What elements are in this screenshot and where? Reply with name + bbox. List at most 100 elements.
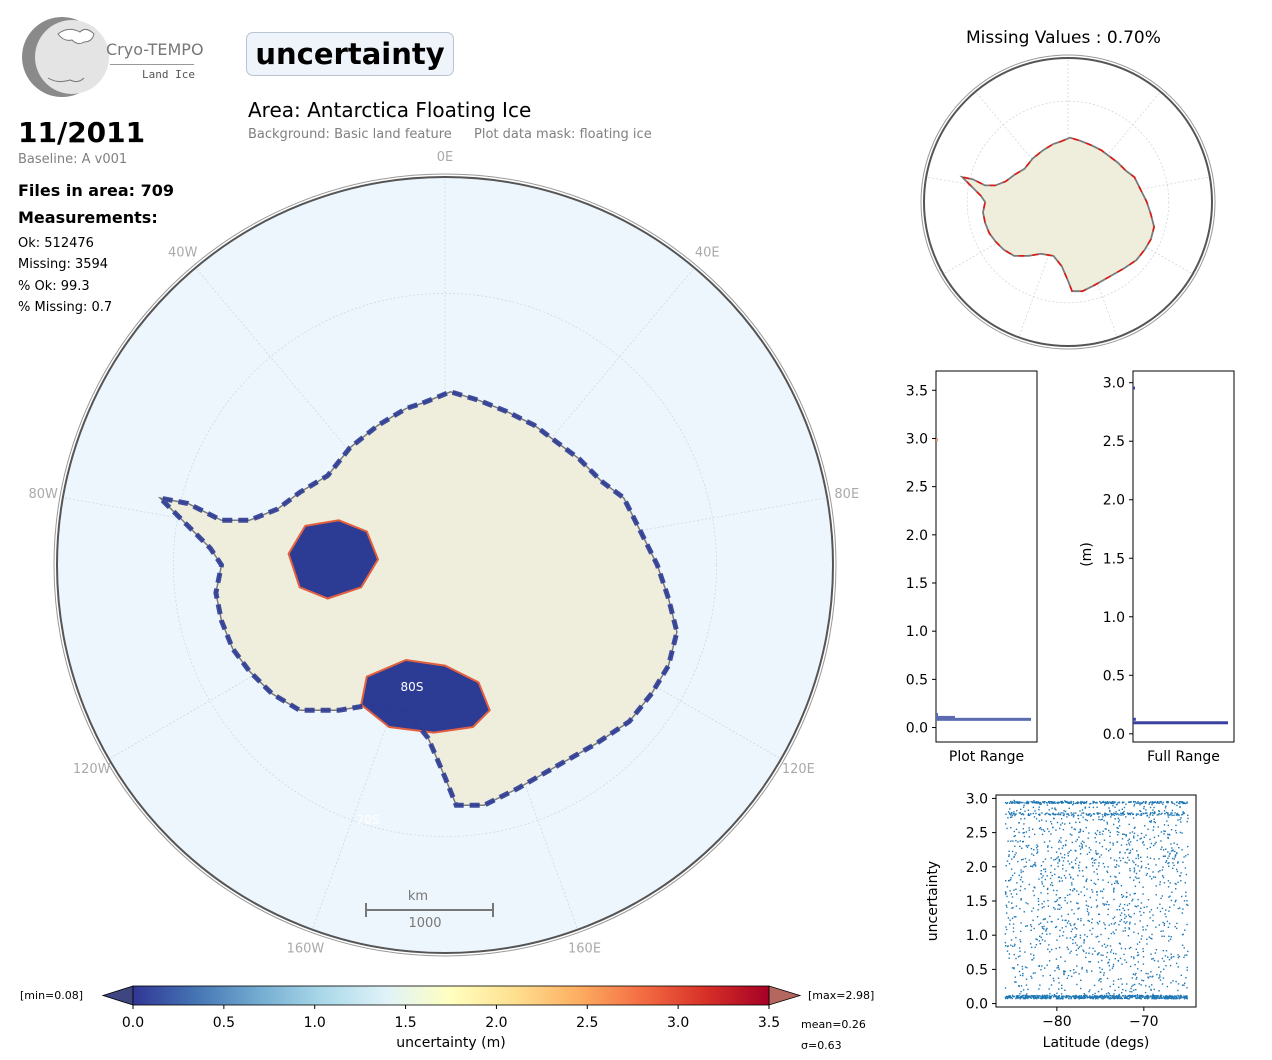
scatter-point bbox=[1086, 878, 1088, 880]
scatter-point bbox=[1129, 852, 1131, 854]
scatter-point bbox=[1183, 984, 1185, 986]
scatter-point bbox=[1018, 822, 1020, 824]
scatter-point bbox=[1072, 942, 1074, 945]
scatter-point bbox=[1071, 866, 1073, 869]
scatter-point bbox=[1121, 983, 1123, 985]
main-map: 0E40E80E120E160E160W120W80W40W80S70Skm10… bbox=[28, 150, 859, 957]
scatter-point bbox=[1147, 863, 1149, 865]
hist-ytick-label: 0.5 bbox=[1103, 668, 1125, 684]
scatter-point bbox=[1176, 852, 1178, 855]
scatter-point bbox=[1020, 818, 1022, 820]
scatter-point bbox=[1019, 801, 1022, 803]
scatter-point bbox=[1167, 857, 1169, 859]
scatter-point bbox=[1102, 830, 1104, 832]
scatter-point bbox=[1167, 880, 1170, 882]
scatter-point bbox=[1078, 845, 1081, 847]
stat-missing: Missing: 3594 bbox=[18, 257, 109, 272]
scatter-point bbox=[1098, 913, 1100, 915]
scatter-point bbox=[1108, 829, 1110, 832]
scatter-point bbox=[1011, 917, 1014, 920]
scatter-point bbox=[1008, 901, 1010, 903]
scatter-point bbox=[1018, 996, 1021, 999]
scatter-point bbox=[1158, 990, 1160, 992]
scatter-point bbox=[1107, 961, 1110, 963]
scatter-point bbox=[1066, 894, 1069, 896]
scatter-point bbox=[1087, 905, 1089, 907]
hist-xlabel: Plot Range bbox=[949, 749, 1024, 765]
scatter-point bbox=[1088, 806, 1090, 808]
scatter-point bbox=[1052, 826, 1054, 829]
scatter-point bbox=[1066, 977, 1068, 979]
scatter-point bbox=[1159, 801, 1161, 803]
scatter-point bbox=[1153, 996, 1155, 998]
scatter-point bbox=[1009, 879, 1012, 881]
scatter-point bbox=[1173, 996, 1175, 998]
scatter-point bbox=[1053, 859, 1055, 861]
lon-label: 160W bbox=[287, 941, 325, 956]
scatter-point bbox=[1135, 813, 1138, 815]
scatter-point bbox=[1020, 899, 1022, 901]
scatter-point bbox=[1125, 989, 1127, 992]
scatter-point bbox=[1068, 814, 1070, 817]
scatter-point bbox=[1179, 996, 1181, 999]
scatter-point bbox=[1025, 902, 1027, 904]
scatter-point bbox=[1051, 884, 1054, 887]
scatter-ytick-label: 1.5 bbox=[966, 894, 988, 910]
scatter-point bbox=[1163, 960, 1165, 962]
scatter-point bbox=[1144, 802, 1147, 804]
scatter-point bbox=[1109, 809, 1111, 812]
scatter-point bbox=[1128, 927, 1130, 929]
scatter-point bbox=[1176, 995, 1178, 997]
scatter-point bbox=[1128, 844, 1131, 846]
scatter-point bbox=[1096, 873, 1098, 875]
hist-xlabel: Full Range bbox=[1147, 749, 1220, 765]
scatter-point bbox=[1067, 974, 1070, 977]
scatter-point bbox=[1061, 987, 1063, 989]
scatter-point bbox=[1179, 802, 1181, 805]
scatter-point bbox=[1140, 938, 1142, 940]
scatter-point bbox=[1142, 995, 1144, 997]
scatter-point bbox=[1038, 813, 1040, 816]
scatter-point bbox=[1096, 891, 1098, 893]
scatter-point bbox=[1093, 859, 1095, 861]
scatter-point bbox=[1081, 801, 1083, 803]
scatter-point bbox=[1168, 910, 1170, 912]
scatter-point bbox=[1161, 812, 1163, 814]
scatter-point bbox=[1031, 946, 1033, 949]
scatter-point bbox=[1178, 814, 1180, 817]
scatter-point bbox=[1035, 818, 1038, 820]
scatter-point bbox=[1050, 864, 1052, 867]
scatter-xtick-label: −80 bbox=[1042, 1014, 1072, 1030]
scatter-point bbox=[1152, 920, 1154, 922]
scatter-point bbox=[1044, 967, 1046, 969]
scatter-point bbox=[1142, 886, 1144, 888]
scatter-point bbox=[1030, 953, 1032, 955]
scatter-point bbox=[1012, 802, 1014, 804]
scatter-point bbox=[1031, 994, 1033, 997]
colorbar-tick-label: 3.0 bbox=[667, 1015, 689, 1031]
scatter-point bbox=[1099, 833, 1101, 836]
scatter-point bbox=[1016, 882, 1018, 884]
scatter-point bbox=[1040, 828, 1043, 831]
scatter-point bbox=[1131, 977, 1133, 979]
scatter-point bbox=[1123, 810, 1125, 813]
scatter-point bbox=[1118, 857, 1121, 859]
scatter-point bbox=[1151, 878, 1153, 880]
scatter-point bbox=[1122, 857, 1124, 859]
scatter-point bbox=[1162, 921, 1164, 924]
scatter-point bbox=[1018, 970, 1021, 973]
scatter-point bbox=[1074, 942, 1077, 944]
scatter-point bbox=[1046, 994, 1048, 997]
scatter-point bbox=[1058, 897, 1060, 899]
scatter-point bbox=[1013, 872, 1016, 874]
scatter-point bbox=[1146, 995, 1148, 997]
scatter-point bbox=[1028, 836, 1031, 838]
scatter-point bbox=[1047, 995, 1049, 997]
scatter-point bbox=[1153, 811, 1156, 813]
scatter-point bbox=[1005, 823, 1007, 825]
scatter-point bbox=[1126, 848, 1128, 851]
scatter-point bbox=[1103, 997, 1106, 999]
scatter-point bbox=[1032, 907, 1035, 909]
scatter-point bbox=[1033, 863, 1036, 865]
scatter-point bbox=[1155, 894, 1157, 896]
